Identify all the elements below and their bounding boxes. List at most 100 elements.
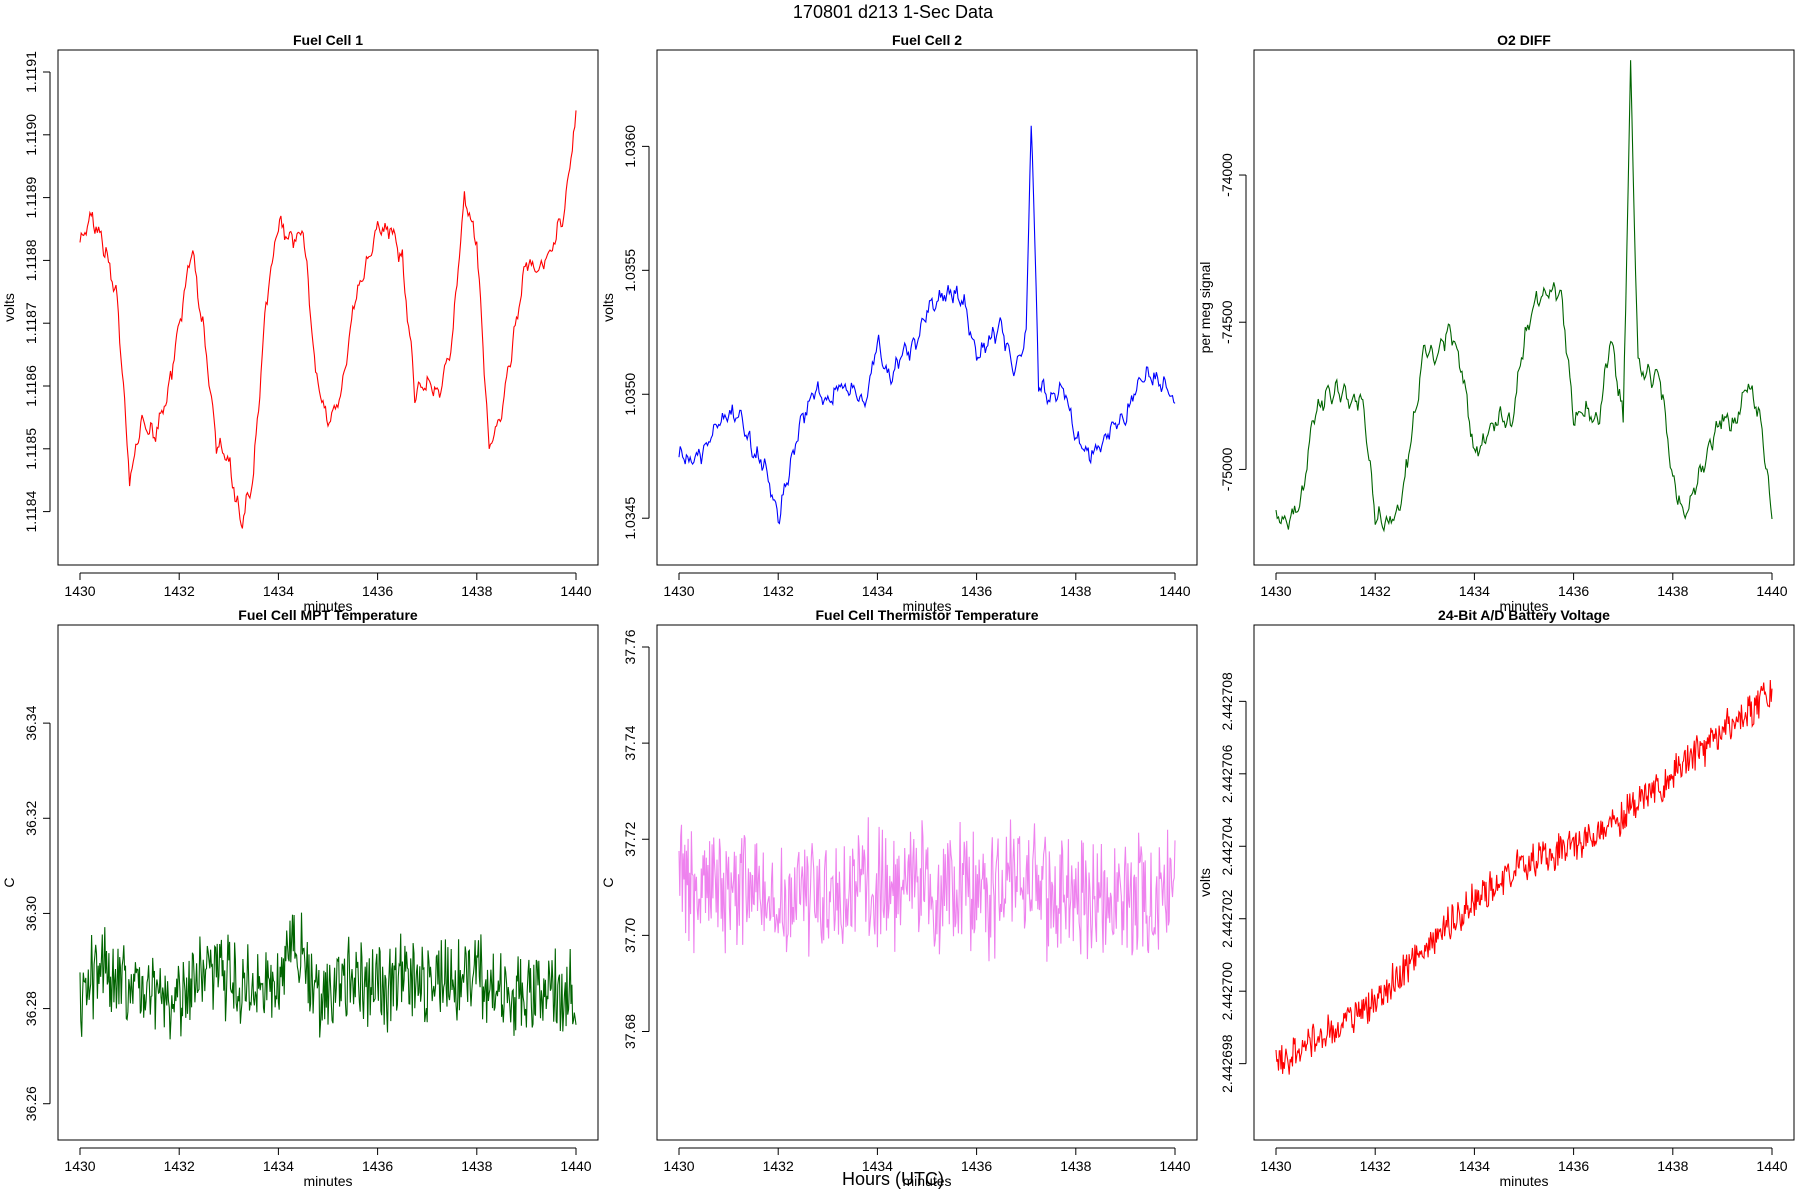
panels: Fuel Cell 1 1430 1432 1434 1436 1438 1440 minut… <box>1 32 1795 1189</box>
x-tick-label: 1430 <box>64 1158 95 1174</box>
y-tick-label: -74000 <box>1219 153 1235 197</box>
y-tick-label: 1.1191 <box>23 51 39 93</box>
x-tick-label: 1438 <box>1657 1158 1688 1174</box>
y-axis-label: volts <box>1197 868 1213 897</box>
y-tick-label: 37.68 <box>622 1014 638 1049</box>
y-tick-label: 36.30 <box>23 896 39 931</box>
series-line <box>1275 679 1773 1075</box>
x-tick-label: 1436 <box>961 1158 992 1174</box>
x-tick-label: 1438 <box>461 1158 492 1174</box>
plot-frame <box>1253 624 1795 1141</box>
panel-title: Fuel Cell 1 <box>293 32 363 48</box>
x-tick-label: 1440 <box>560 583 591 599</box>
y-tick-label: 1.1184 <box>23 490 39 532</box>
y-axis-label: per meg signal <box>1197 262 1213 354</box>
x-tick-label: 1440 <box>1159 583 1190 599</box>
y-tick-label: 2.442700 <box>1219 962 1235 1021</box>
panel-title: O2 DIFF <box>1497 32 1551 48</box>
x-tick-label: 1438 <box>1657 583 1688 599</box>
panel-4: Fuel Cell MPT Temperature 1430 1432 1434 143… <box>1 607 599 1189</box>
y-axis-label: volts <box>1 293 17 322</box>
x-tick-label: 1436 <box>1558 583 1589 599</box>
x-tick-label: 1440 <box>560 1158 591 1174</box>
x-tick-label: 1432 <box>1360 1158 1391 1174</box>
y-tick-label: 1.0350 <box>622 373 638 416</box>
y-axis-label: C <box>1 877 17 887</box>
x-axis-label: minutes <box>1499 1173 1548 1189</box>
series-line <box>678 125 1176 525</box>
panel-5: Fuel Cell Thermistor Temperature 1430 1432… <box>600 607 1198 1189</box>
y-tick-label: 36.28 <box>23 991 39 1026</box>
y-tick-label: -75000 <box>1219 447 1235 491</box>
y-tick-label: 37.74 <box>622 725 638 760</box>
x-tick-label: 1430 <box>663 583 694 599</box>
x-tick-label: 1438 <box>1060 583 1091 599</box>
plot-frame <box>656 624 1198 1141</box>
x-tick-label: 1434 <box>263 583 294 599</box>
x-tick-label: 1440 <box>1756 1158 1787 1174</box>
series-line <box>79 912 577 1040</box>
x-tick-label: 1432 <box>164 583 195 599</box>
figure-title: 170801 d213 1-Sec Data <box>793 2 994 22</box>
x-tick-label: 1438 <box>1060 1158 1091 1174</box>
x-tick-label: 1430 <box>663 1158 694 1174</box>
plot-frame <box>57 49 599 566</box>
y-axis-label: volts <box>600 293 616 322</box>
y-tick-label: 2.442704 <box>1219 817 1235 876</box>
x-tick-label: 1430 <box>64 583 95 599</box>
x-tick-label: 1434 <box>1459 1158 1490 1174</box>
x-axis-label: minutes <box>902 598 951 614</box>
x-tick-label: 1434 <box>862 583 893 599</box>
x-tick-label: 1430 <box>1260 583 1291 599</box>
x-tick-label: 1432 <box>763 1158 794 1174</box>
y-tick-label: 37.72 <box>622 822 638 857</box>
x-tick-label: 1432 <box>164 1158 195 1174</box>
x-tick-label: 1436 <box>362 1158 393 1174</box>
y-tick-label: 36.26 <box>23 1086 39 1121</box>
y-tick-label: 1.0360 <box>622 125 638 168</box>
y-axis-label: C <box>600 877 616 887</box>
panel-6: 24-Bit A/D Battery Voltage 1430 1432 1434 14… <box>1197 607 1795 1189</box>
y-tick-label: 37.70 <box>622 918 638 953</box>
y-tick-label: 1.0345 <box>622 497 638 540</box>
x-tick-label: 1430 <box>1260 1158 1291 1174</box>
y-tick-label: -74500 <box>1219 300 1235 344</box>
x-tick-label: 1436 <box>362 583 393 599</box>
y-tick-label: 2.442706 <box>1219 744 1235 803</box>
plot-frame <box>57 624 599 1141</box>
plot-frame <box>656 49 1198 566</box>
y-tick-label: 1.1190 <box>23 114 39 156</box>
y-tick-label: 37.76 <box>622 629 638 664</box>
panel-title: Fuel Cell MPT Temperature <box>238 607 418 623</box>
x-tick-label: 1434 <box>263 1158 294 1174</box>
x-axis-label: minutes <box>303 1173 352 1189</box>
x-tick-label: 1438 <box>461 583 492 599</box>
panel-3: O2 DIFF 1430 1432 1434 1436 1438 1440 minutes -7… <box>1197 32 1795 614</box>
panel-title: Fuel Cell 2 <box>892 32 962 48</box>
panel-1: Fuel Cell 1 1430 1432 1434 1436 1438 1440 minut… <box>1 32 599 614</box>
y-tick-label: 1.0355 <box>622 249 638 292</box>
y-tick-label: 1.1186 <box>23 365 39 407</box>
x-tick-label: 1434 <box>1459 583 1490 599</box>
x-tick-label: 1440 <box>1756 583 1787 599</box>
x-tick-label: 1432 <box>1360 583 1391 599</box>
y-tick-label: 2.442698 <box>1219 1034 1235 1093</box>
y-tick-label: 36.34 <box>23 705 39 740</box>
figure-xlabel: Hours (UTC) <box>842 1169 944 1189</box>
x-tick-label: 1440 <box>1159 1158 1190 1174</box>
y-tick-label: 1.1187 <box>23 302 39 344</box>
panel-title: Fuel Cell Thermistor Temperature <box>815 607 1038 623</box>
y-tick-label: 2.442702 <box>1219 889 1235 948</box>
x-tick-label: 1436 <box>961 583 992 599</box>
x-tick-label: 1432 <box>763 583 794 599</box>
panel-title: 24-Bit A/D Battery Voltage <box>1438 607 1610 623</box>
x-axis-label: minutes <box>902 1173 951 1189</box>
y-tick-label: 1.1189 <box>23 176 39 218</box>
y-tick-label: 1.1185 <box>23 428 39 470</box>
y-tick-label: 1.1188 <box>23 239 39 281</box>
y-tick-label: 36.32 <box>23 801 39 836</box>
x-axis-label: minutes <box>303 598 352 614</box>
series-line <box>1275 60 1773 533</box>
x-axis-label: minutes <box>1499 598 1548 614</box>
